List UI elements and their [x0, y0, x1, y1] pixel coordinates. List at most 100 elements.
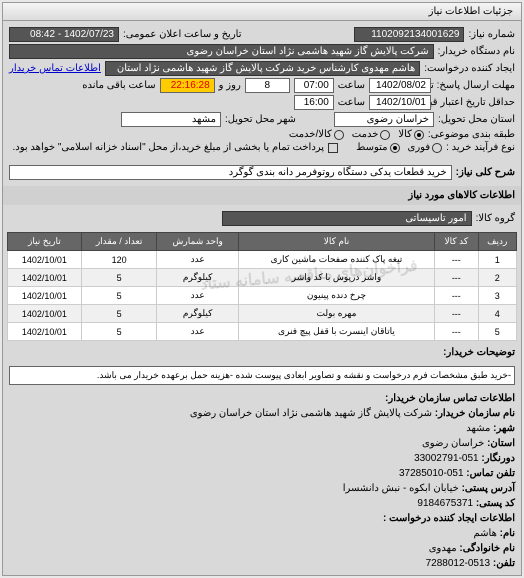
th-date: تاریخ نیاز: [8, 233, 82, 251]
radio-icon: [414, 130, 424, 140]
payment-checkbox-label: پرداخت تمام یا بخشی از مبلغ خرید،از محل …: [12, 142, 324, 153]
th-code: کد کالا: [435, 233, 478, 251]
radio-khedmat[interactable]: خدمت: [352, 129, 391, 140]
table-cell: یاتاقان اینسرت با قفل پیچ فنری: [238, 323, 434, 341]
table-cell: 5: [81, 287, 157, 305]
tab-header: جزئیات اطلاعات نیاز: [3, 3, 521, 21]
table-cell: کیلوگرم: [157, 269, 238, 287]
table-cell: تیغه پاک کننده صفحات ماشین کاری: [238, 251, 434, 269]
buyer-name: شرکت پالایش گاز شهید هاشمی نژاد استان خر…: [9, 44, 434, 59]
org-label: نام سازمان خریدار:: [435, 408, 515, 419]
remain-label: ساعت باقی مانده: [82, 80, 155, 91]
phone-value: 051-37285010: [399, 468, 464, 479]
validity-time: 16:00: [294, 95, 334, 110]
days-label: روز و: [219, 80, 241, 91]
table-cell: ---: [435, 251, 478, 269]
radio-kala[interactable]: کالا: [398, 129, 424, 140]
th-qty: تعداد / مقدار: [81, 233, 157, 251]
group-field: امور تاسیساتی: [222, 211, 472, 226]
fax-label: دورنگار:: [481, 453, 515, 464]
need-title: خرید قطعات یدکی دستگاه روتوفرمر دانه بند…: [9, 165, 452, 180]
table-cell: 1402/10/01: [8, 323, 82, 341]
creator-label: ایجاد کننده درخواست:: [424, 63, 515, 74]
table-cell: 1402/10/01: [8, 269, 82, 287]
announce-value: 1402/07/23 - 08:42: [9, 27, 119, 42]
city-field: مشهد: [121, 112, 221, 127]
table-row: 5---یاتاقان اینسرت با قفل پیچ فنریعدد514…: [8, 323, 517, 341]
days-field: 8: [245, 78, 290, 93]
class-radio-group: کالا خدمت کالا/خدمت: [289, 129, 424, 140]
table-row: 4---مهره بولتکیلوگرم51402/10/01: [8, 305, 517, 323]
time-label-1: ساعت: [338, 80, 365, 91]
addr-value: خیابان ابکوه - نبش دانشسرا: [343, 483, 459, 494]
remain-time: 22:16:28: [160, 78, 215, 93]
table-cell: کیلوگرم: [157, 305, 238, 323]
creator-name: هاشم مهدوی کارشناس خرید شرکت پالایش گاز …: [105, 61, 420, 76]
table-row: 3---چرخ دنده پینیونعدد51402/10/01: [8, 287, 517, 305]
cprov-label: استان:: [487, 438, 515, 449]
validity-label: حداقل تاریخ اعتبار قیمت: تا تاریخ:: [435, 97, 515, 108]
radio-icon: [380, 130, 390, 140]
radio-label: کالا: [398, 129, 412, 140]
payment-checkbox[interactable]: [328, 143, 338, 153]
process-label: نوع فرآیند خرید :: [446, 142, 515, 153]
radio-med[interactable]: متوسط: [356, 142, 399, 153]
radio-label: کالا/خدمت: [289, 129, 332, 140]
response-label: مهلت ارسال پاسخ: تا تاریخ:: [435, 80, 515, 91]
radio-label: متوسط: [356, 142, 387, 153]
process-radio-group: فوری متوسط: [356, 142, 442, 153]
response-date: 1402/08/02: [369, 78, 431, 93]
cname-label: نام:: [500, 528, 515, 539]
table-cell: واشر درپوش با کد واشر: [238, 269, 434, 287]
cfamily-value: مهدوی: [429, 543, 457, 554]
cfamily-label: نام خانوادگی:: [459, 543, 515, 554]
need-title-label: شرح کلی نیاز:: [456, 167, 515, 178]
org-value: شرکت پالایش گاز شهید هاشمی نژاد استان خر…: [190, 408, 432, 419]
table-cell: چرخ دنده پینیون: [238, 287, 434, 305]
goods-table: ردیف کد کالا نام کالا واحد شمارش تعداد /…: [7, 232, 517, 341]
contact-title: اطلاعات تماس سازمان خریدار:: [385, 393, 515, 404]
radio-icon: [334, 130, 344, 140]
th-row: ردیف: [478, 233, 516, 251]
ccity-value: مشهد: [466, 423, 490, 434]
table-cell: 5: [81, 269, 157, 287]
addr-label: آدرس پستی:: [462, 483, 515, 494]
radio-fori[interactable]: فوری: [408, 142, 443, 153]
table-cell: ---: [435, 323, 478, 341]
req-number: 1102092134001629: [354, 27, 464, 42]
ccity-label: شهر:: [493, 423, 515, 434]
th-unit: واحد شمارش: [157, 233, 238, 251]
radio-icon: [432, 143, 442, 153]
req-number-label: شماره نیاز:: [468, 29, 515, 40]
table-cell: 1402/10/01: [8, 305, 82, 323]
table-cell: عدد: [157, 287, 238, 305]
province-label: استان محل تحویل:: [438, 114, 515, 125]
table-cell: 1: [478, 251, 516, 269]
table-cell: 1402/10/01: [8, 251, 82, 269]
cprov-value: خراسان رضوی: [422, 438, 484, 449]
table-cell: عدد: [157, 323, 238, 341]
announce-label: تاریخ و ساعت اعلان عمومی:: [123, 29, 242, 40]
desc-label: توضیحات خریدار:: [443, 347, 515, 358]
radio-label: خدمت: [352, 129, 379, 140]
class-label: طبقه بندی موضوعی:: [428, 129, 515, 140]
cname-value: هاشم: [474, 528, 497, 539]
table-cell: 2: [478, 269, 516, 287]
table-cell: 3: [478, 287, 516, 305]
validity-date: 1402/10/01: [369, 95, 431, 110]
table-cell: عدد: [157, 251, 238, 269]
table-cell: 120: [81, 251, 157, 269]
postal-label: کد پستی:: [476, 498, 515, 509]
buyer-name-label: نام دستگاه خریدار:: [438, 46, 515, 57]
radio-icon: [390, 143, 400, 153]
radio-both[interactable]: کالا/خدمت: [289, 129, 344, 140]
table-row: 2---واشر درپوش با کد واشرکیلوگرم51402/10…: [8, 269, 517, 287]
province-field: خراسان رضوی: [334, 112, 434, 127]
table-cell: 1402/10/01: [8, 287, 82, 305]
table-cell: ---: [435, 269, 478, 287]
group-label: گروه کالا:: [476, 213, 515, 224]
table-row: 1---تیغه پاک کننده صفحات ماشین کاریعدد12…: [8, 251, 517, 269]
contact-link[interactable]: اطلاعات تماس خریدار: [9, 63, 101, 74]
time-label-2: ساعت: [338, 97, 365, 108]
desc-text: -خرید طبق مشخصات فرم درخواست و نقشه و تص…: [9, 366, 515, 385]
